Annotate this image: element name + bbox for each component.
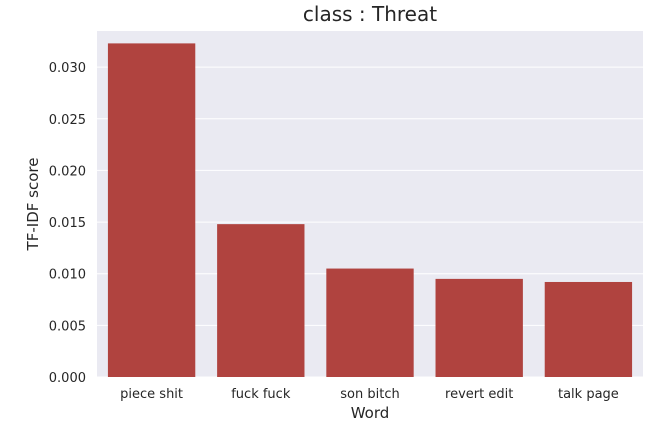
y-tick-label: 0.020 — [49, 164, 86, 179]
x-tick-label: fuck fuck — [231, 387, 291, 402]
chart-title: class : Threat — [303, 2, 437, 26]
bar — [217, 224, 305, 377]
y-tick-label: 0.030 — [49, 61, 86, 76]
x-tick-label: revert edit — [445, 387, 513, 402]
y-tick-label: 0.000 — [49, 371, 86, 386]
y-tick-label: 0.010 — [49, 268, 86, 283]
bar — [544, 281, 633, 377]
x-tick-label: talk page — [558, 387, 619, 402]
x-tick-label: son bitch — [340, 387, 399, 402]
x-tick-label: piece shit — [120, 387, 183, 402]
x-tick-labels: piece shit fuck fuck son bitch revert edit t… — [120, 387, 619, 402]
bars — [107, 43, 633, 377]
y-axis-label: TF-IDF score — [24, 158, 42, 252]
bar — [435, 278, 523, 377]
bar — [326, 268, 414, 377]
bar — [107, 43, 196, 377]
y-tick-label: 0.015 — [49, 216, 86, 231]
y-tick-labels: 0.000 0.005 0.010 0.015 0.020 0.025 0.030 — [49, 61, 86, 386]
x-axis-label: Word — [351, 404, 390, 422]
y-tick-label: 0.005 — [49, 319, 86, 334]
y-tick-label: 0.025 — [49, 113, 86, 128]
